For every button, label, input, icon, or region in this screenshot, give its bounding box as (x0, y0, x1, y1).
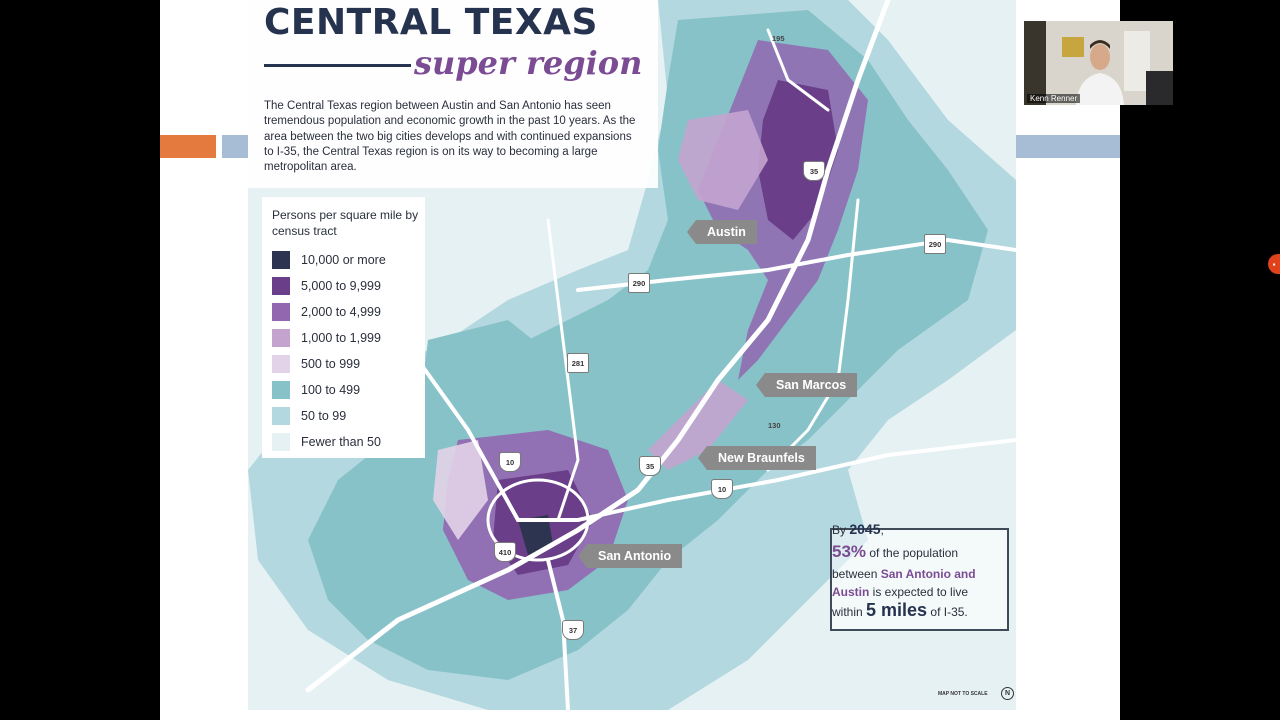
callout-text: of the population (866, 546, 959, 560)
legend-swatch (272, 381, 290, 399)
callout-text: , (880, 523, 884, 537)
highway-shield-i10-east: 10 (711, 479, 733, 499)
legend-title: Persons per square mile by census tract (272, 208, 419, 238)
legend-label: 50 to 99 (301, 409, 347, 423)
highway-label-195: 195 (772, 34, 785, 43)
map-title: CENTRAL TEXAS (264, 2, 598, 43)
road-us281 (546, 218, 580, 522)
callout-line-3: between San Antonio and (832, 567, 976, 581)
participant-video-tile[interactable]: Kenn Renner (1024, 21, 1173, 105)
san-antonio-fringe (433, 440, 488, 540)
map-scale-note: MAP NOT TO SCALE (938, 691, 988, 697)
map-legend: Persons per square mile by census tract … (262, 197, 425, 458)
legend-swatch (272, 329, 290, 347)
callout-city: San Antonio and (880, 567, 976, 581)
callout-year: 2045 (849, 521, 881, 537)
callout-line-1: By 2045, (832, 521, 884, 537)
legend-swatch (272, 303, 290, 321)
callout-text: within (832, 605, 867, 619)
highway-shield-i410: 410 (494, 542, 516, 562)
population-callout: By 2045, 53% of the population between S… (830, 521, 1009, 631)
legend-item: 2,000 to 4,999 (272, 302, 381, 322)
highway-shield-us281: 281 (567, 353, 589, 373)
highway-shield-i35-north: 35 (803, 161, 825, 181)
legend-item: 10,000 or more (272, 250, 386, 270)
legend-item: Fewer than 50 (272, 432, 381, 452)
city-label-new-braunfels: New Braunfels (698, 446, 816, 470)
city-label-san-antonio: San Antonio (577, 544, 683, 568)
legend-swatch (272, 407, 290, 425)
blue-accent-bar-left (222, 135, 248, 158)
title-panel: CENTRAL TEXAS super region The Central T… (248, 0, 658, 188)
highway-shield-us290-east: 290 (924, 234, 946, 254)
callout-text: between (832, 567, 881, 581)
legend-label: Fewer than 50 (301, 435, 381, 449)
highway-shield-i10-west: 10 (499, 452, 521, 472)
callout-line-5: within 5 miles of I-35. (832, 600, 968, 621)
legend-label: 10,000 or more (301, 253, 386, 267)
callout-percent: 53% (832, 542, 867, 561)
legend-item: 50 to 99 (272, 406, 346, 426)
population-density-map: CENTRAL TEXAS super region The Central T… (248, 0, 1016, 710)
san-antonio-center (518, 515, 553, 555)
legend-label: 100 to 499 (301, 383, 361, 397)
city-label-san-marcos: San Marcos (755, 373, 858, 397)
participant-video-feed (1024, 21, 1173, 105)
callout-miles: 5 miles (866, 600, 928, 620)
side-tab-button[interactable]: ▪ (1268, 254, 1280, 274)
legend-label: 1,000 to 1,999 (301, 331, 381, 345)
highway-label-sh130: 130 (768, 421, 781, 430)
legend-item: 1,000 to 1,999 (272, 328, 381, 348)
legend-swatch (272, 433, 290, 451)
intro-paragraph: The Central Texas region between Austin … (264, 100, 636, 174)
road-north (766, 28, 830, 112)
orange-accent-bar (160, 135, 216, 158)
callout-line-4: Austin is expected to live (832, 585, 968, 599)
callout-line-2: 53% of the population (832, 542, 958, 562)
legend-item: 500 to 999 (272, 354, 360, 374)
city-label-austin: Austin (687, 220, 757, 244)
legend-swatch (272, 355, 290, 373)
highway-shield-i35-mid: 35 (639, 456, 661, 476)
presentation-slide: CENTRAL TEXAS super region The Central T… (160, 0, 1120, 720)
road-us290 (576, 237, 1016, 292)
road-i10 (416, 358, 1016, 522)
road-i35 (305, 0, 891, 693)
legend-swatch (272, 251, 290, 269)
title-divider (264, 64, 411, 67)
callout-text: By (832, 523, 850, 537)
legend-label: 5,000 to 9,999 (301, 279, 381, 293)
callout-text: of I-35. (927, 605, 968, 619)
callout-city: Austin (832, 585, 870, 599)
participant-name: Kenn Renner (1027, 94, 1081, 103)
callout-text: is expected to live (869, 585, 969, 599)
legend-swatch (272, 277, 290, 295)
tab-icon: ▪ (1272, 259, 1276, 269)
highway-shield-us290-west: 290 (628, 273, 650, 293)
map-subtitle: super region (414, 44, 643, 82)
austin-edge (678, 110, 768, 210)
legend-item: 5,000 to 9,999 (272, 276, 381, 296)
legend-label: 500 to 999 (301, 357, 361, 371)
legend-item: 100 to 499 (272, 380, 360, 400)
blue-accent-bar-right (1016, 135, 1120, 158)
legend-label: 2,000 to 4,999 (301, 305, 381, 319)
north-arrow-icon: N (1001, 687, 1014, 700)
highway-shield-i37: 37 (562, 620, 584, 640)
